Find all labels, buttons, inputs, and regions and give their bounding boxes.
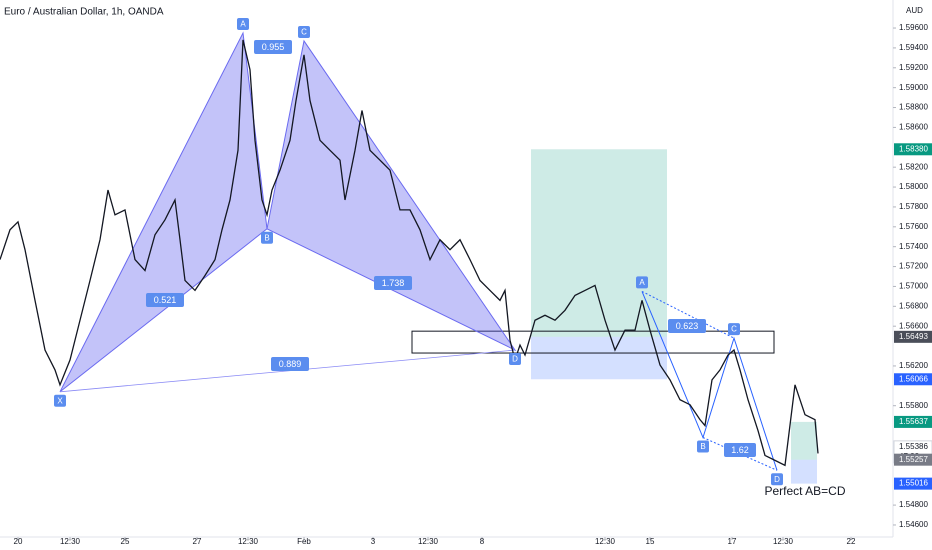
x-tick-label: 15 — [646, 537, 655, 546]
ratio-box — [146, 293, 184, 307]
chart-title: Euro / Australian Dollar, 1h, OANDA — [4, 7, 164, 18]
point-label-box — [636, 276, 648, 289]
ratio-box — [254, 40, 292, 54]
price-badge-label: 1.55637 — [899, 417, 928, 426]
x-tick-label: 12:30 — [238, 537, 259, 546]
price-badge — [894, 330, 932, 343]
point-label-box — [261, 231, 273, 244]
zone-box — [411, 330, 775, 354]
price-badge — [894, 373, 932, 386]
currency: AUD — [906, 6, 923, 15]
point-label-box — [298, 25, 310, 38]
stop-zone — [531, 336, 667, 380]
ratio-box — [668, 319, 706, 333]
x-tick-label: 22 — [847, 537, 856, 546]
x-tick-label: 20 — [14, 537, 23, 546]
plot-area: X A B C D 0.955 0.521 1.738 0.889 A B C D 0.623 1.62 Pe… — [0, 17, 846, 498]
ratio-label: 0.521 — [154, 295, 177, 305]
y-tick-label: 1.57000 — [899, 282, 928, 291]
pattern-title: Perfect AB=CD — [764, 484, 845, 498]
abcd-ratio-line — [641, 290, 735, 339]
abcd-line — [641, 291, 778, 471]
x-tick-label: 3 — [371, 537, 376, 546]
ratio-label: 1.738 — [382, 278, 405, 288]
point-label: B — [700, 442, 705, 451]
point-label-box — [54, 394, 66, 407]
point-label: X — [57, 396, 63, 405]
y-tick-label: 1.54600 — [899, 520, 928, 529]
x-tick-label: 12:30 — [418, 537, 439, 546]
ratio-label: 0.623 — [676, 321, 699, 331]
x-tick-label: 27 — [193, 537, 202, 546]
y-tick-label: 1.59200 — [899, 63, 928, 72]
price-badge-label: 1.56066 — [899, 374, 928, 383]
point-label-box — [237, 17, 249, 30]
point-label: D — [512, 355, 518, 364]
y-tick-label: 1.56800 — [899, 301, 928, 310]
ratio-label: 0.955 — [262, 42, 285, 52]
y-tick-label: 1.58600 — [899, 123, 928, 132]
point-label-box — [697, 440, 709, 453]
point-label: C — [731, 325, 737, 334]
point-label: A — [240, 20, 246, 29]
y-tick-label: 1.57200 — [899, 262, 928, 271]
ratio-box — [724, 443, 756, 457]
ratio-box — [374, 276, 412, 290]
price-line — [0, 39, 819, 467]
y-tick-label: 1.57800 — [899, 202, 928, 211]
x-tick-label: 12:30 — [60, 537, 81, 546]
price-badge-label: 1.56493 — [899, 332, 928, 341]
price-badge — [894, 453, 932, 466]
price-badge-label: 1.58380 — [899, 144, 928, 153]
y-tick-label: 1.56200 — [899, 361, 928, 370]
price-badge-label: 1.55016 — [899, 479, 928, 488]
y-tick-label: 1.55800 — [899, 401, 928, 410]
point-label-box — [728, 323, 740, 336]
point-label: B — [264, 233, 269, 242]
x-tick-label: Feb — [297, 537, 311, 546]
ratio-label: 1.62 — [731, 445, 749, 455]
price-badge — [894, 143, 932, 156]
stop-zone — [791, 459, 817, 484]
target-zone — [531, 149, 667, 337]
target-zone — [791, 421, 817, 460]
pattern-fill — [59, 31, 268, 393]
x-tick-label: 17 — [728, 537, 737, 546]
price-badge — [894, 477, 932, 490]
y-tick-label: 1.58200 — [899, 162, 928, 171]
ratio-label: 0.889 — [279, 359, 302, 369]
price-badge-label: 1.55386 — [899, 442, 928, 451]
point-label: C — [301, 28, 307, 37]
price-badge-label: 1.55257 — [899, 455, 928, 464]
x-tick-label: 12:30 — [773, 537, 794, 546]
point-label-box — [771, 473, 783, 486]
y-tick-label: 1.59600 — [899, 23, 928, 32]
ratio-box — [271, 357, 309, 371]
y-tick-label: 1.57400 — [899, 242, 928, 251]
x-tick-label: 8 — [480, 537, 485, 546]
point-label: D — [774, 475, 780, 484]
y-tick-label: 1.54800 — [899, 500, 928, 509]
point-label: A — [639, 278, 645, 287]
x-tick-label: 12:30 — [595, 537, 616, 546]
y-tick-label: 1.59400 — [899, 43, 928, 52]
y-tick-label: 1.59000 — [899, 83, 928, 92]
price-badge — [894, 415, 932, 428]
x-tick-label: 25 — [121, 537, 130, 546]
y-tick-label: 1.56600 — [899, 321, 928, 330]
y-tick-label: 1.58800 — [899, 103, 928, 112]
y-tick-label: 1.58000 — [899, 182, 928, 191]
y-tick-label: 1.57600 — [899, 222, 928, 231]
point-label-box — [509, 353, 521, 366]
